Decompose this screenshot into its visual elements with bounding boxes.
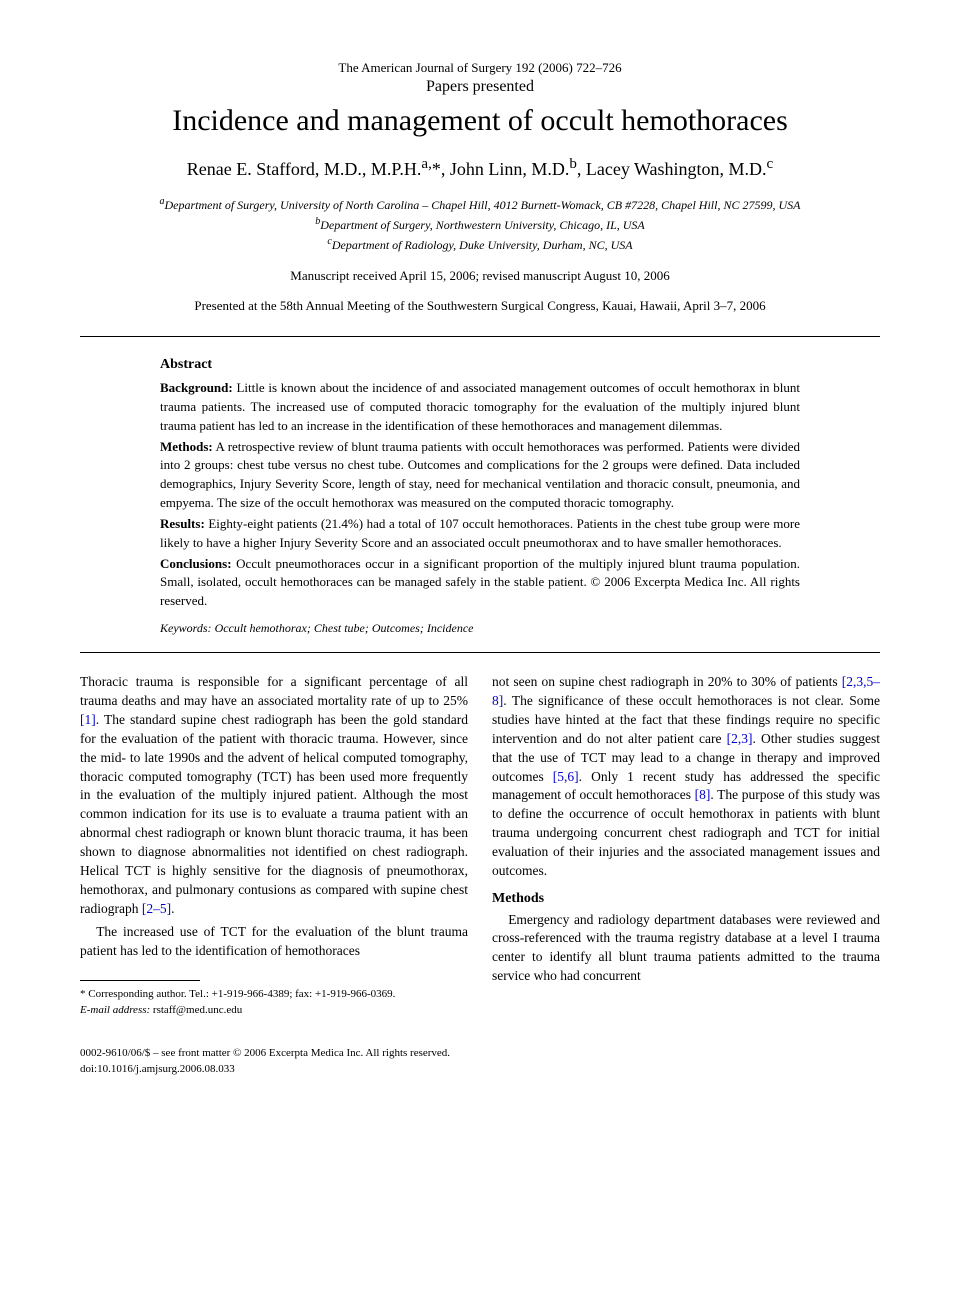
citation[interactable]: [2,3] [727,731,753,746]
journal-reference: The American Journal of Surgery 192 (200… [80,60,880,76]
body-para-3: not seen on supine chest radiograph in 2… [492,673,880,881]
manuscript-dates: Manuscript received April 15, 2006; revi… [80,268,880,284]
abstract-background: Background: Little is known about the in… [160,379,800,436]
right-column: not seen on supine chest radiograph in 2… [492,673,880,1018]
corresponding-author: * Corresponding author. Tel.: +1-919-966… [80,987,468,1002]
keywords: Keywords: Occult hemothorax; Chest tube;… [160,621,800,636]
article-title: Incidence and management of occult hemot… [80,104,880,138]
footer: 0002-9610/06/$ – see front matter © 2006… [80,1046,880,1077]
abstract-conclusions: Conclusions: Occult pneumothoraces occur… [160,555,800,612]
body-para-2: The increased use of TCT for the evaluat… [80,923,468,961]
citation[interactable]: [8] [695,787,711,802]
affiliation-c: cDepartment of Radiology, Duke Universit… [80,234,880,254]
affiliations: aDepartment of Surgery, University of No… [80,194,880,254]
footnote-separator [80,980,200,981]
body-columns: Thoracic trauma is responsible for a sig… [80,673,880,1018]
rule-bottom [80,652,880,653]
presented-at: Presented at the 58th Annual Meeting of … [80,298,880,314]
section-type: Papers presented [80,78,880,96]
footer-doi: doi:10.1016/j.amjsurg.2006.08.033 [80,1062,880,1077]
rule-top [80,336,880,337]
methods-heading: Methods [492,889,880,909]
abstract-heading: Abstract [160,357,800,373]
footer-copyright: 0002-9610/06/$ – see front matter © 2006… [80,1046,880,1061]
email-line: E-mail address: rstaff@med.unc.edu [80,1003,468,1018]
affiliation-a: aDepartment of Surgery, University of No… [80,194,880,214]
citation[interactable]: [1] [80,712,96,727]
body-para-1: Thoracic trauma is responsible for a sig… [80,673,468,919]
authors-line: Renae E. Stafford, M.D., M.P.H.a,*, John… [80,156,880,180]
methods-para: Emergency and radiology department datab… [492,911,880,987]
citation[interactable]: [2–5] [142,901,171,916]
left-column: Thoracic trauma is responsible for a sig… [80,673,468,1018]
citation[interactable]: [5,6] [553,769,579,784]
abstract-results: Results: Eighty-eight patients (21.4%) h… [160,515,800,553]
abstract-methods: Methods: A retrospective review of blunt… [160,438,800,513]
abstract-block: Abstract Background: Little is known abo… [80,347,880,642]
affiliation-b: bDepartment of Surgery, Northwestern Uni… [80,214,880,234]
